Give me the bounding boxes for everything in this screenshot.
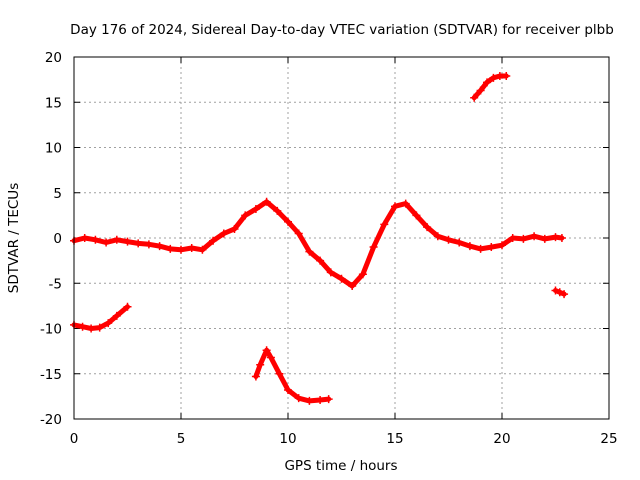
tick-labels: 0 5 10 15 20 25 -20 -15 -10 -5 0 5 10 15 20 (40, 50, 618, 447)
data-point (316, 256, 325, 265)
data-point (166, 244, 175, 253)
data-point (326, 268, 335, 277)
data-point (187, 243, 196, 252)
data-point (555, 288, 564, 297)
x-tick-label: 20 (493, 431, 510, 447)
data-point (348, 281, 357, 290)
data-point (87, 324, 96, 333)
data-point (560, 290, 569, 299)
y-tick-label: 15 (45, 95, 62, 111)
data-point (251, 372, 260, 381)
data-point (80, 234, 89, 242)
data-point (476, 86, 485, 95)
data-point (380, 220, 389, 229)
data-point (433, 232, 442, 241)
data-point (412, 211, 421, 220)
y-tick-label: -5 (49, 276, 62, 292)
data-point (256, 360, 265, 369)
data-point (275, 369, 284, 378)
data-point (91, 235, 100, 244)
y-axis-label: SDTVAR / TECUs (6, 183, 22, 293)
plot-frame (73, 56, 610, 420)
data-point (104, 319, 113, 328)
data-point (112, 311, 121, 320)
data-point (551, 286, 560, 295)
data-marks (70, 72, 569, 405)
data-point (508, 234, 517, 242)
data-point (551, 233, 560, 242)
data-point (498, 241, 506, 250)
x-tick-label: 15 (386, 431, 403, 447)
data-point (134, 239, 143, 248)
data-point (358, 270, 367, 279)
chart-title: Day 176 of 2024, Sidereal Day-to-day VTE… (70, 22, 614, 38)
y-tick-label: 0 (53, 231, 62, 247)
data-point (540, 234, 549, 243)
data-point (483, 78, 492, 87)
data-point (337, 274, 346, 283)
data-point (284, 386, 292, 395)
y-tick-label: -10 (40, 322, 62, 338)
data-point (177, 245, 185, 254)
data-point (219, 229, 228, 238)
data-point (294, 394, 303, 403)
data-point (391, 202, 399, 211)
y-tick-label: -15 (40, 367, 62, 383)
data-point (324, 395, 333, 404)
data-point (305, 247, 314, 256)
data-point (305, 396, 314, 405)
data-point (455, 238, 464, 247)
data-point (401, 199, 410, 208)
data-point (423, 223, 432, 232)
series-line-segment-low (253, 347, 332, 404)
data-point (209, 236, 218, 245)
data-point (78, 322, 87, 331)
data-point (316, 395, 325, 404)
data-point (102, 238, 111, 247)
data-point (444, 235, 453, 244)
data-point (198, 245, 207, 254)
data-point (530, 232, 539, 241)
y-tick-label: 5 (53, 186, 62, 202)
data-point (112, 235, 121, 244)
data-point (273, 206, 282, 215)
data-point (476, 244, 485, 253)
data-point (230, 224, 239, 233)
x-tick-label: 5 (177, 431, 186, 447)
data-point (557, 234, 566, 242)
data-point (266, 353, 275, 362)
data-point (465, 242, 474, 251)
data-point (123, 302, 132, 311)
data-point (489, 73, 498, 82)
data-point (251, 205, 260, 214)
y-tick-label: 20 (45, 50, 62, 66)
data-point (284, 217, 292, 226)
data-point (369, 243, 378, 252)
data-point (123, 237, 132, 246)
x-axis-label: GPS time / hours (284, 458, 397, 474)
data-point (502, 72, 511, 81)
data-point (294, 229, 303, 238)
data-point (487, 243, 496, 252)
data-point (470, 93, 479, 102)
x-tick-label: 25 (600, 431, 617, 447)
x-tick-label: 0 (70, 431, 79, 447)
x-tick-label: 10 (279, 431, 296, 447)
y-tick-label: 10 (45, 141, 62, 157)
data-point (241, 211, 250, 220)
data-point (262, 346, 271, 355)
y-tick-label: -20 (40, 412, 62, 428)
data-point (262, 197, 271, 206)
data-point (95, 323, 104, 332)
data-point (519, 234, 528, 243)
data-point (155, 242, 164, 251)
data-point (144, 240, 153, 249)
